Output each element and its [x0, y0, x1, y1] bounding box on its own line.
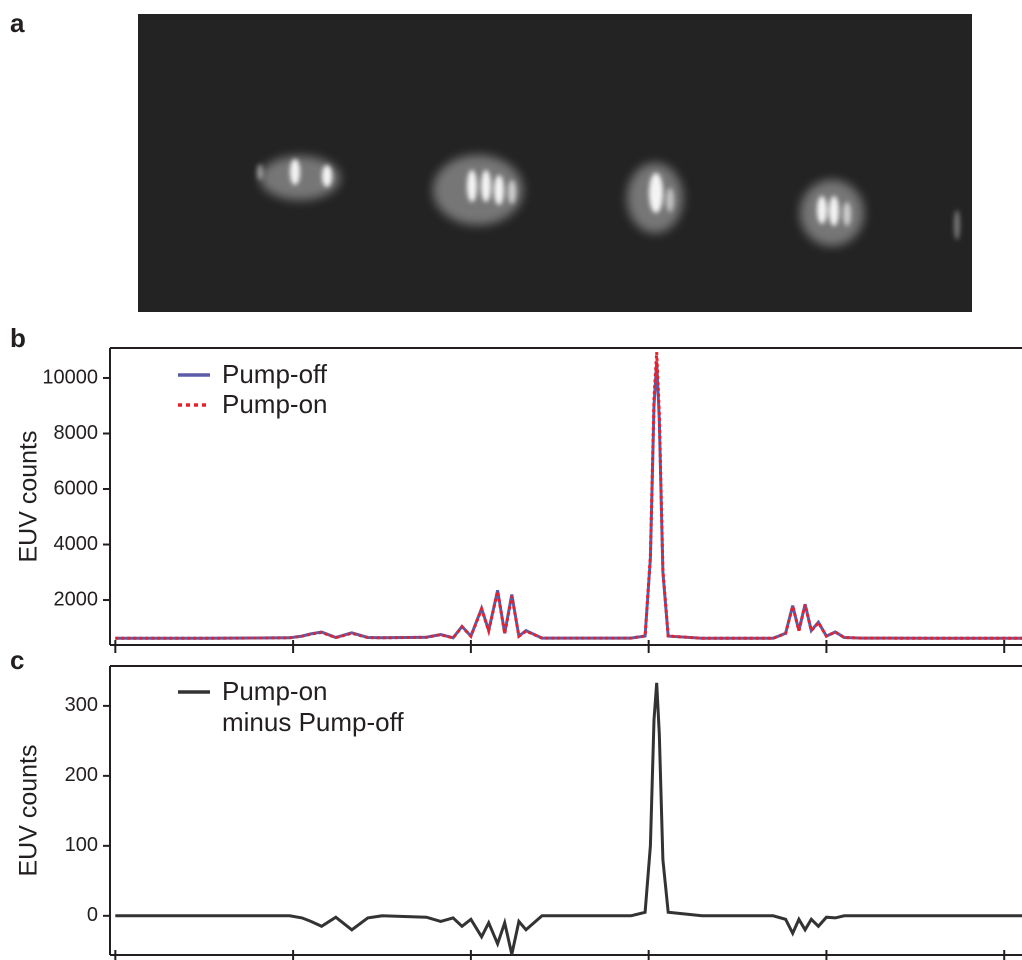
panel-label: a: [10, 8, 25, 38]
legend-label: Pump-on minus Pump-off: [222, 676, 404, 737]
image-background: [138, 14, 972, 312]
plot: 2000 4000 6000 8000 10000 EUV counts: [15, 347, 1022, 653]
y-axis-label: EUV counts: [15, 430, 43, 562]
y-tick-label: 4000: [54, 533, 99, 555]
y-tick-label: 200: [65, 764, 98, 786]
y-tick-label: 8000: [54, 422, 99, 444]
panel-label: b: [10, 323, 26, 353]
series-line: [115, 682, 1022, 955]
y-tick-label: 100: [65, 834, 98, 856]
detector-image: [138, 14, 972, 312]
panel-label: c: [10, 645, 24, 675]
y-tick-label: 300: [65, 694, 98, 716]
y-tick-label: 6000: [54, 477, 99, 499]
legend-label: Pump-off: [222, 359, 328, 389]
y-tick-label: 0: [87, 904, 98, 926]
series-line: [115, 352, 1022, 640]
y-tick-label: 2000: [54, 588, 99, 610]
plot: 0 100 200 300 EUV counts: [15, 665, 1022, 960]
image-spots: [257, 159, 960, 240]
y-axis-label: EUV counts: [15, 744, 43, 876]
y-tick-label: 10000: [42, 366, 98, 388]
legend-label: Pump-on: [222, 389, 328, 419]
